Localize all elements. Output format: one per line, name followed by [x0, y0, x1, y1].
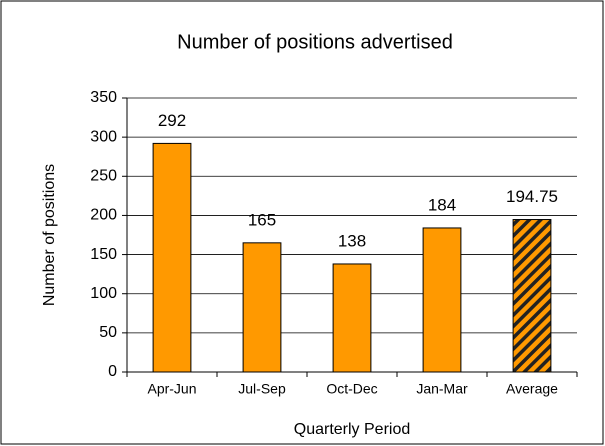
y-tick-label: 300: [90, 128, 117, 145]
data-label: 138: [338, 231, 366, 250]
x-tick-label: Apr-Jun: [147, 381, 196, 397]
y-tick-label: 0: [108, 363, 117, 380]
data-label: 184: [428, 195, 456, 214]
chart-title: Number of positions advertised: [177, 31, 453, 53]
bar: [422, 227, 462, 373]
data-label: 292: [158, 111, 186, 130]
y-tick-label: 250: [90, 168, 117, 185]
bar: [332, 263, 372, 373]
y-tick-label: 100: [90, 285, 117, 302]
x-tick-label: Jul-Sep: [238, 381, 286, 397]
y-tick-label: 50: [99, 324, 117, 341]
x-tick-label: Jan-Mar: [416, 381, 468, 397]
y-axis-label: Number of positions: [41, 164, 58, 306]
data-label: 194.75: [506, 187, 558, 206]
bar: [512, 219, 552, 373]
x-tick-label: Oct-Dec: [326, 381, 377, 397]
x-tick-label: Average: [506, 381, 558, 397]
y-tick-label: 200: [90, 207, 117, 224]
data-label: 165: [248, 210, 276, 229]
y-tick-label: 350: [90, 89, 117, 106]
x-axis-label: Quarterly Period: [294, 421, 411, 438]
bar: [242, 242, 282, 373]
y-tick-label: 150: [90, 246, 117, 263]
bar: [152, 142, 192, 373]
